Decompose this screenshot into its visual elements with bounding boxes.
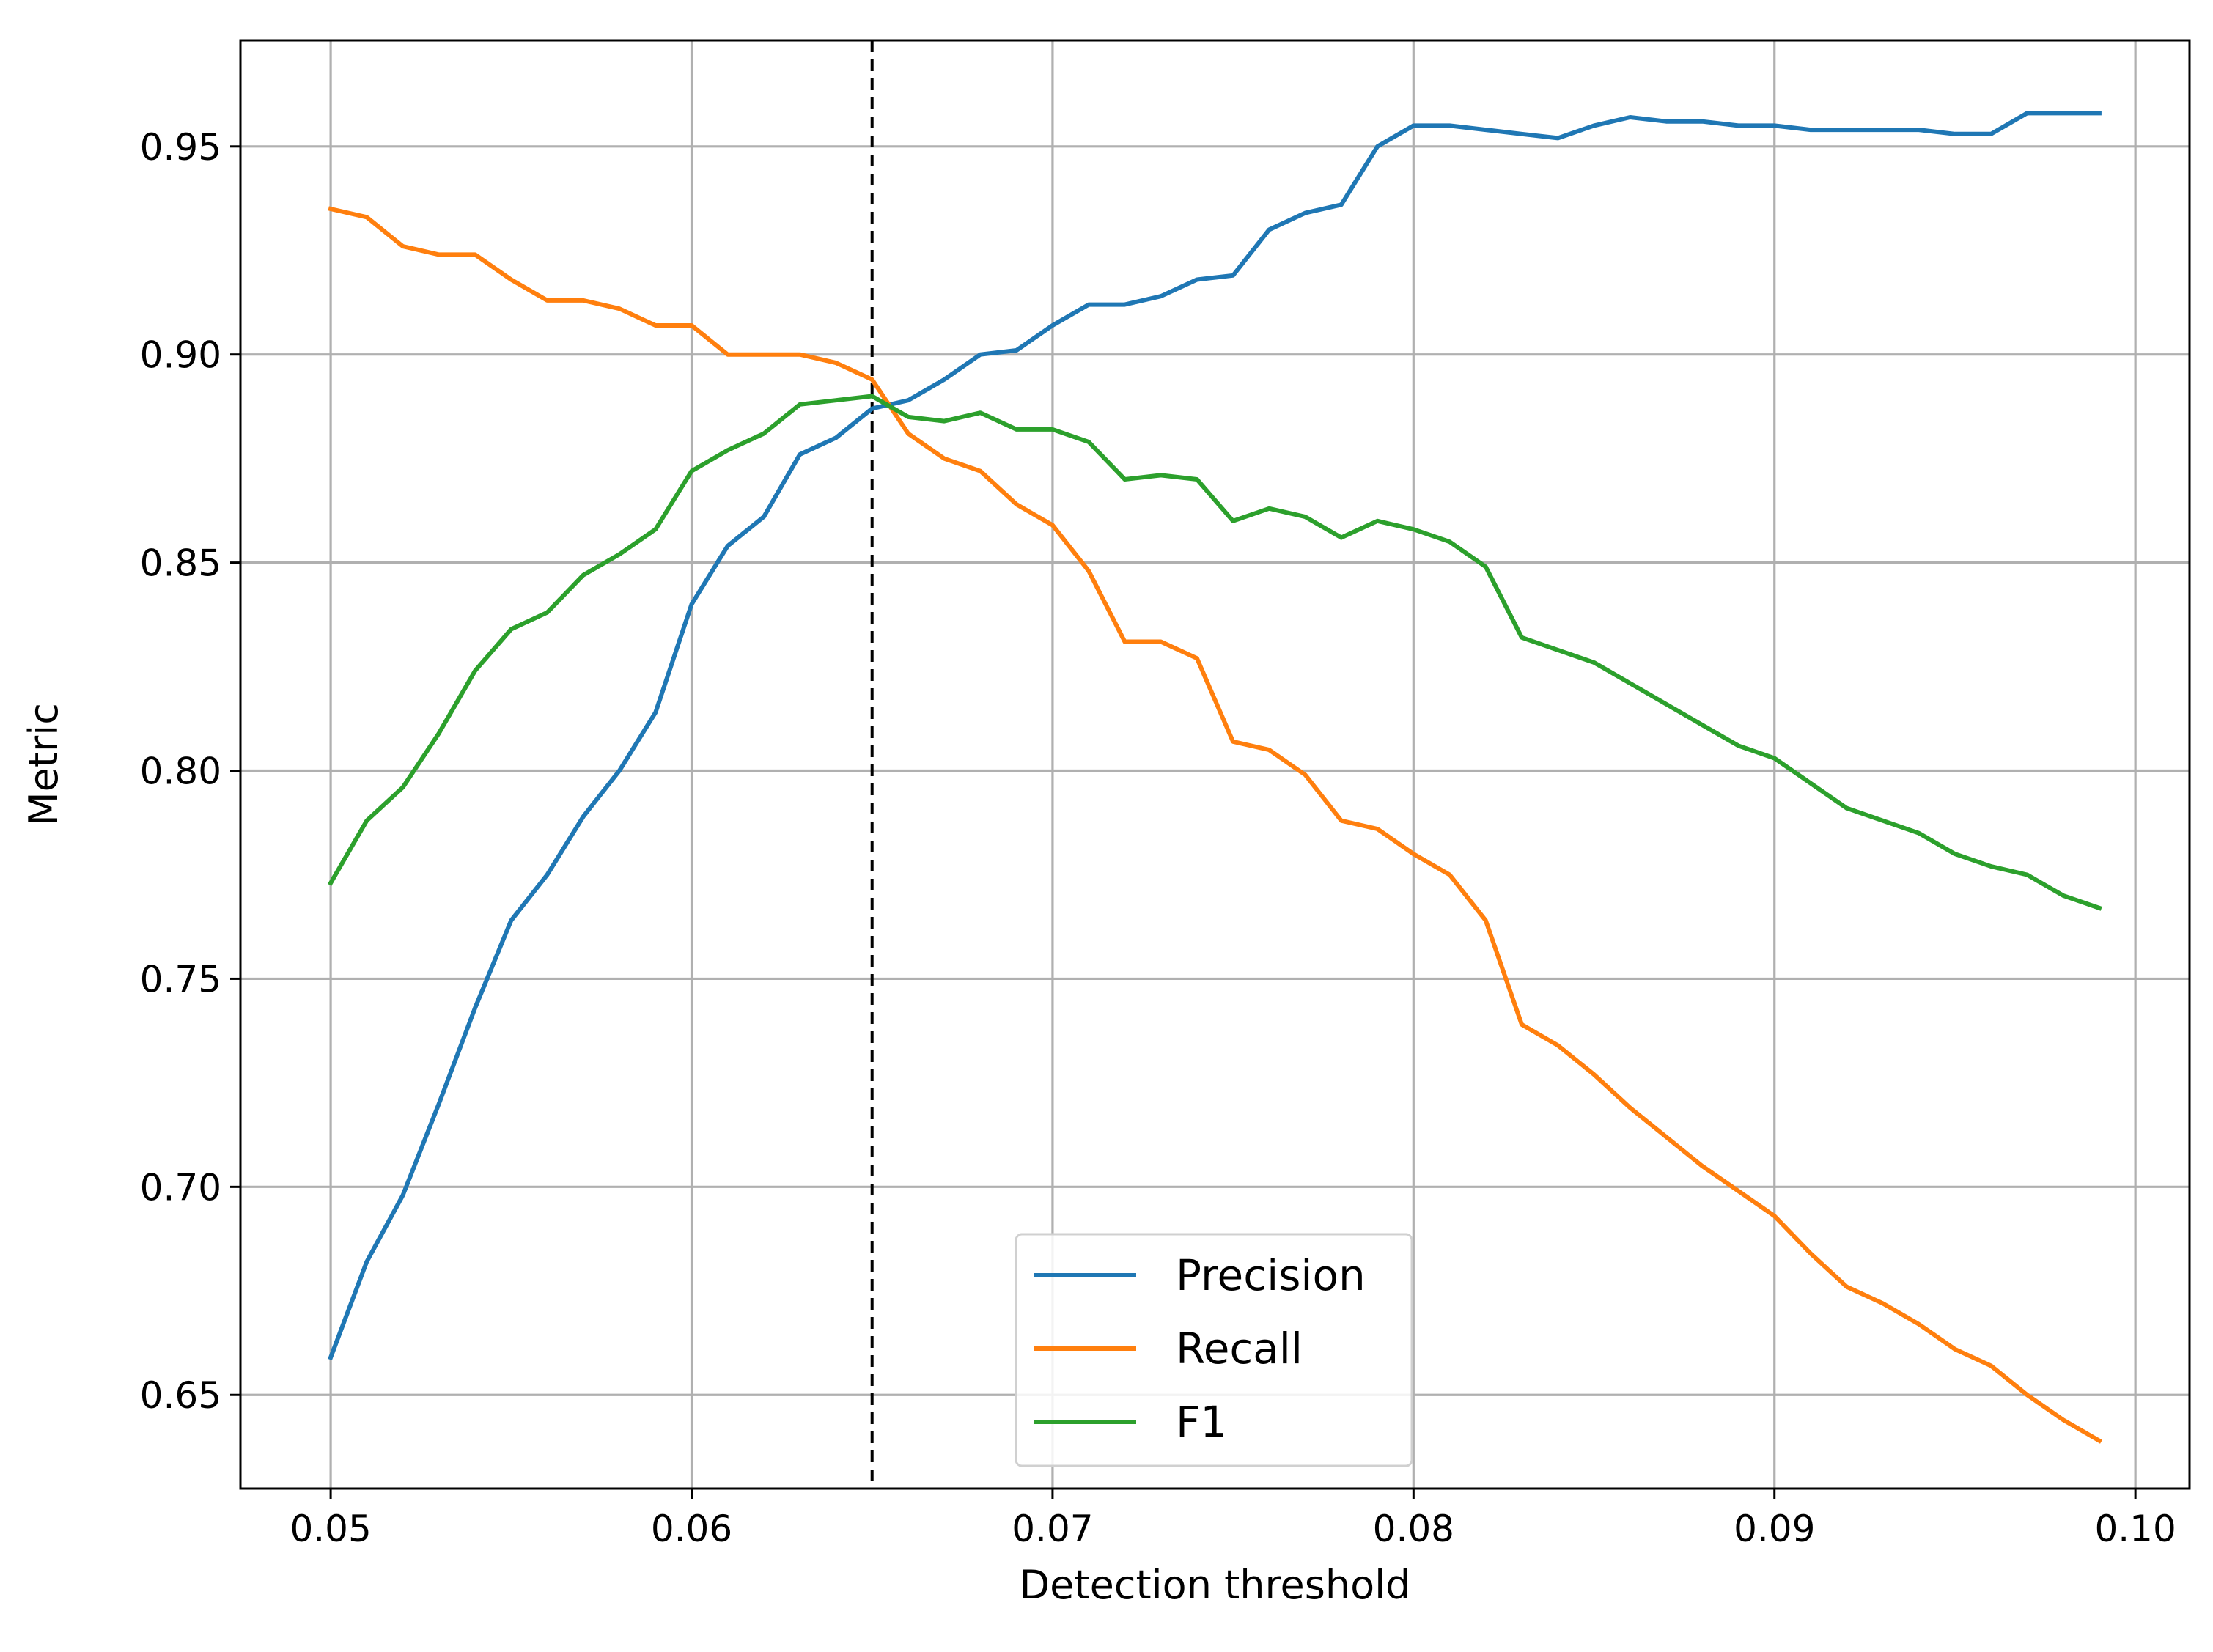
x-tick-label: 0.09 (1734, 1508, 1815, 1550)
legend-box (1015, 1233, 1413, 1467)
series-layer (328, 111, 2102, 1444)
legend: Precision Recall F1 (1015, 1233, 1413, 1467)
series-line-recall (328, 206, 2102, 1444)
x-tick-label: 0.05 (290, 1508, 371, 1550)
legend-label-precision: Precision (1176, 1250, 1366, 1300)
x-tick-label: 0.06 (651, 1508, 732, 1550)
y-tick-label: 0.80 (140, 751, 221, 793)
legend-label-recall: Recall (1176, 1324, 1303, 1373)
series-line-f1 (328, 394, 2102, 911)
x-axis-label: Detection threshold (1020, 1562, 1411, 1608)
y-axis-label: Metric (21, 703, 67, 826)
x-tick-label: 0.08 (1373, 1508, 1454, 1550)
y-tick-label: 0.95 (140, 126, 221, 169)
x-tick-label: 0.07 (1012, 1508, 1093, 1550)
x-ticks: 0.05 0.06 0.07 0.08 0.09 0.10 (290, 1489, 2176, 1550)
y-tick-label: 0.65 (140, 1374, 221, 1417)
y-tick-label: 0.70 (140, 1166, 221, 1209)
plot-frame (239, 39, 2191, 1490)
y-tick-label: 0.85 (140, 542, 221, 585)
x-tick-label: 0.10 (2094, 1508, 2176, 1550)
series-line-precision (328, 111, 2102, 1360)
y-ticks: 0.65 0.70 0.75 0.80 0.85 0.90 0.95 (140, 126, 240, 1417)
y-tick-label: 0.90 (140, 334, 221, 377)
legend-label-f1: F1 (1176, 1397, 1227, 1447)
grid-lines (240, 40, 2190, 1489)
y-tick-label: 0.75 (140, 958, 221, 1000)
